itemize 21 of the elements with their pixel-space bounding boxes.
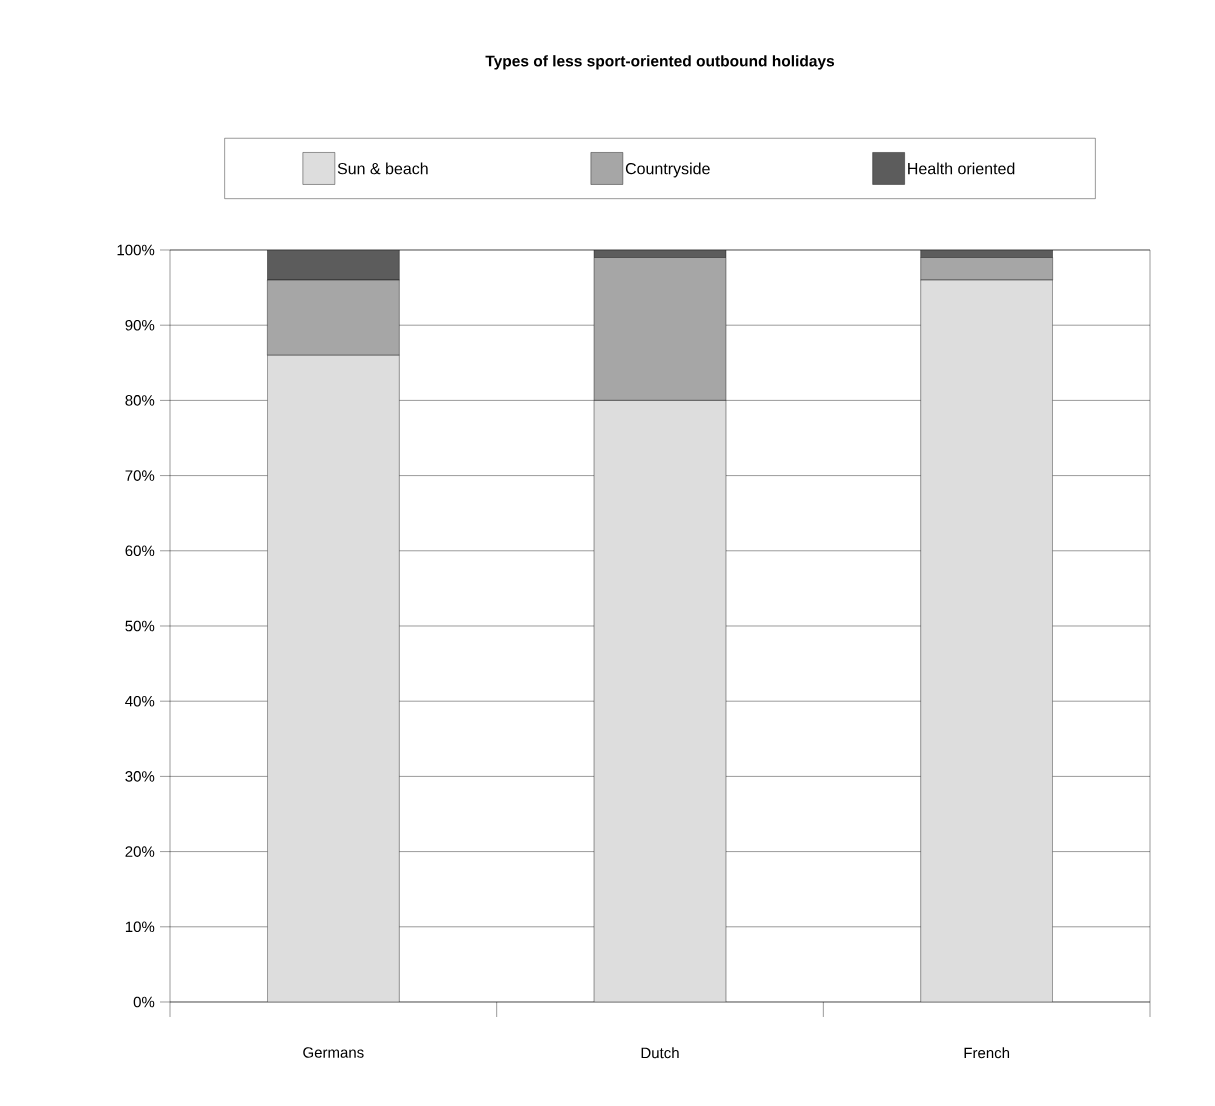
- y-tick-label: 100%: [117, 244, 155, 256]
- bar: [267, 355, 400, 1002]
- y-tick-label: 90%: [125, 319, 155, 331]
- legend-label: Sun & beach: [337, 162, 428, 175]
- bar: [593, 400, 727, 1002]
- y-tick-label: 70%: [125, 470, 155, 481]
- y-tick-label: 60%: [125, 545, 155, 557]
- y-tick-label: 10%: [125, 921, 155, 933]
- y-tick-label: 0%: [133, 996, 155, 1008]
- x-tick-label: Germans: [303, 1047, 364, 1058]
- y-tick-label: 50%: [125, 620, 155, 632]
- legend-label: Health oriented: [908, 162, 1015, 175]
- y-tick-label: 40%: [125, 695, 155, 707]
- y-tick-label: 30%: [125, 771, 155, 782]
- y-tick-label: 20%: [125, 846, 155, 857]
- y-tick-label: 80%: [125, 395, 155, 406]
- chart-title: Types of less sport-oriented outbound holidays: [485, 55, 835, 70]
- x-tick-label: French: [964, 1047, 1010, 1059]
- legend-label: Countryside: [625, 162, 710, 178]
- bar: [920, 279, 1053, 1002]
- x-tick-label: Dutch: [641, 1047, 679, 1059]
